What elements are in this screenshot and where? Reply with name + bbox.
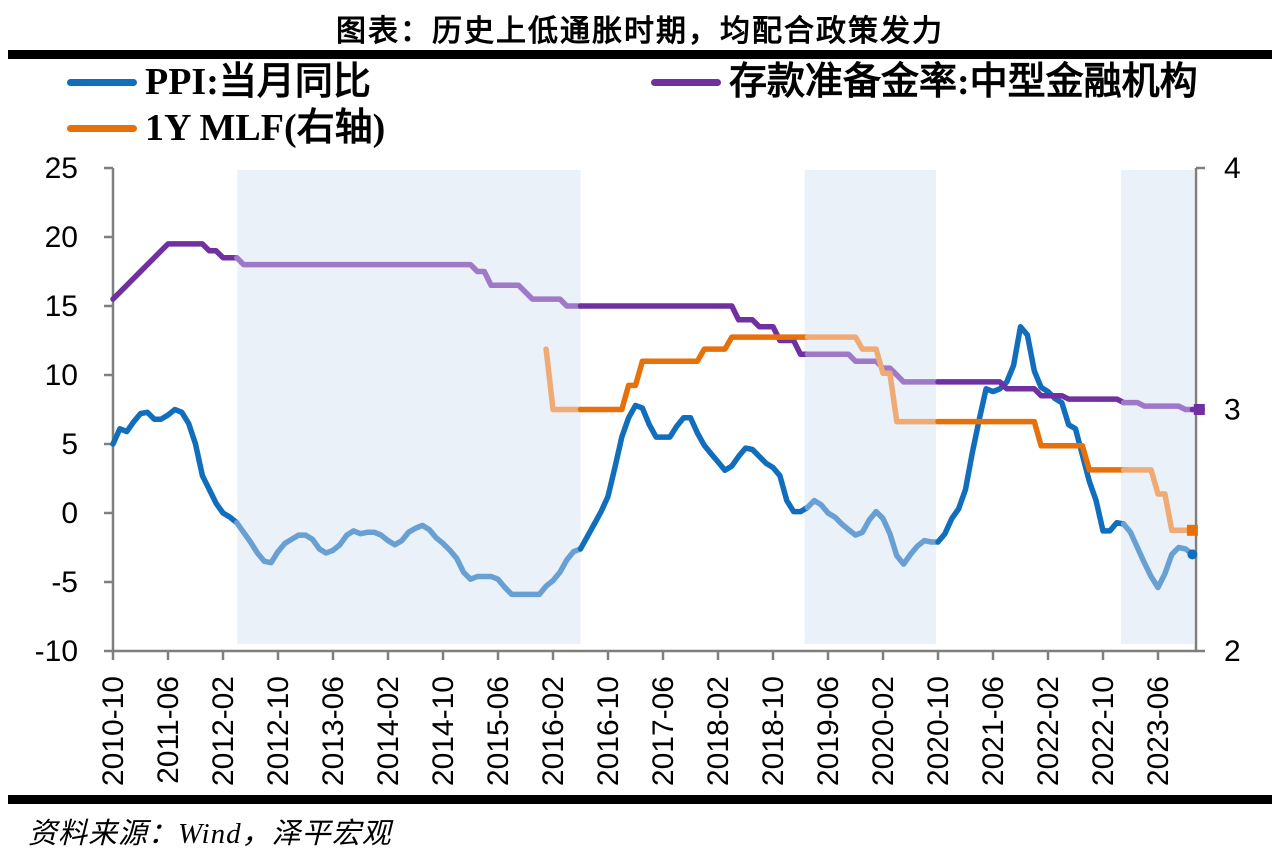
x-axis-tick-label: 2020-02: [867, 676, 900, 786]
rrr-line: [804, 351, 941, 385]
mlf-legend-label: 1Y MLF(右轴): [145, 107, 386, 149]
mlf-legend-swatch: [67, 124, 137, 132]
ppi-line: [804, 497, 941, 567]
legend-item-rrr: 存款准备金率:中型金融机构: [651, 58, 1198, 106]
x-axis-tick-label: 2012-02: [207, 676, 240, 786]
mlf-line: [577, 334, 811, 413]
x-axis-tick-label: 2022-10: [1087, 676, 1120, 786]
ppi-legend-label: PPI:当月同比: [145, 61, 371, 103]
mlf-line: [935, 418, 1127, 473]
left-axis-tick-label: -5: [51, 566, 78, 599]
x-axis-tick-label: 2014-10: [427, 676, 460, 786]
x-axis-tick-label: 2015-06: [482, 676, 515, 786]
left-axis-tick-label: 5: [61, 428, 78, 461]
mlf-end-marker: [1186, 524, 1198, 536]
ppi-line: [234, 519, 584, 598]
rrr-legend-label: 存款准备金率:中型金融机构: [729, 61, 1198, 103]
x-axis-tick-label: 2014-02: [372, 676, 405, 786]
ppi-legend-swatch: [67, 78, 137, 86]
x-axis-tick-label: 2011-06: [152, 676, 185, 784]
x-axis-tick-label: 2023-06: [1142, 676, 1175, 786]
chart-title: 图表：历史上低通胀时期，均配合政策发力: [336, 15, 944, 48]
bottom-divider: [8, 795, 1272, 804]
top-divider: [8, 50, 1272, 59]
low-inflation-period-band-2: [804, 170, 936, 644]
x-axis-tick-label: 2019-06: [812, 676, 845, 786]
legend-item-ppi: PPI:当月同比: [67, 58, 371, 106]
rrr-legend-swatch: [651, 78, 721, 86]
mlf-line: [1120, 467, 1196, 534]
rrr-line: [1120, 399, 1196, 413]
rrr-line: [234, 254, 584, 309]
x-axis-tick-label: 2020-10: [922, 676, 955, 786]
left-axis-tick-label: 10: [45, 359, 78, 392]
left-axis-tick-label: 15: [45, 290, 78, 323]
left-axis-tick-label: -10: [35, 635, 78, 668]
x-axis-tick-label: 2021-06: [977, 676, 1010, 786]
x-axis-tick-label: 2016-10: [592, 676, 625, 786]
ppi-line: [1120, 521, 1196, 591]
x-axis-tick-label: 2016-02: [537, 676, 570, 786]
rrr-end-marker: [1193, 404, 1205, 415]
mlf-line: [804, 334, 941, 425]
left-axis-tick-label: 25: [45, 152, 78, 185]
ppi-line: [577, 402, 811, 552]
x-axis-tick-label: 2013-06: [317, 676, 350, 786]
left-axis-tick-label: 0: [61, 497, 78, 530]
right-axis-tick-label: 2: [1224, 635, 1241, 668]
ppi-line: [110, 406, 240, 526]
low-inflation-period-band-1: [237, 170, 581, 644]
ppi-end-marker: [1187, 549, 1198, 560]
x-axis-tick-label: 2017-06: [647, 676, 680, 786]
rrr-line: [935, 379, 1127, 406]
x-axis-tick-label: 2018-02: [702, 676, 735, 786]
mlf-line: [543, 346, 584, 413]
x-axis-tick-label: 2022-02: [1032, 676, 1065, 786]
right-axis-tick-label: 4: [1224, 152, 1241, 185]
legend-item-mlf: 1Y MLF(右轴): [67, 104, 385, 152]
ppi-line: [935, 323, 1127, 545]
source-note: 资料来源：Wind，泽平宏观: [28, 818, 392, 850]
x-axis-tick-label: 2018-10: [757, 676, 790, 786]
rrr-line: [577, 303, 811, 358]
right-axis-tick-label: 3: [1224, 394, 1241, 427]
x-axis-tick-label: 2010-10: [97, 676, 130, 786]
left-axis-tick-label: 20: [45, 221, 78, 254]
x-axis-tick-label: 2012-10: [262, 676, 295, 786]
rrr-line: [110, 241, 240, 302]
